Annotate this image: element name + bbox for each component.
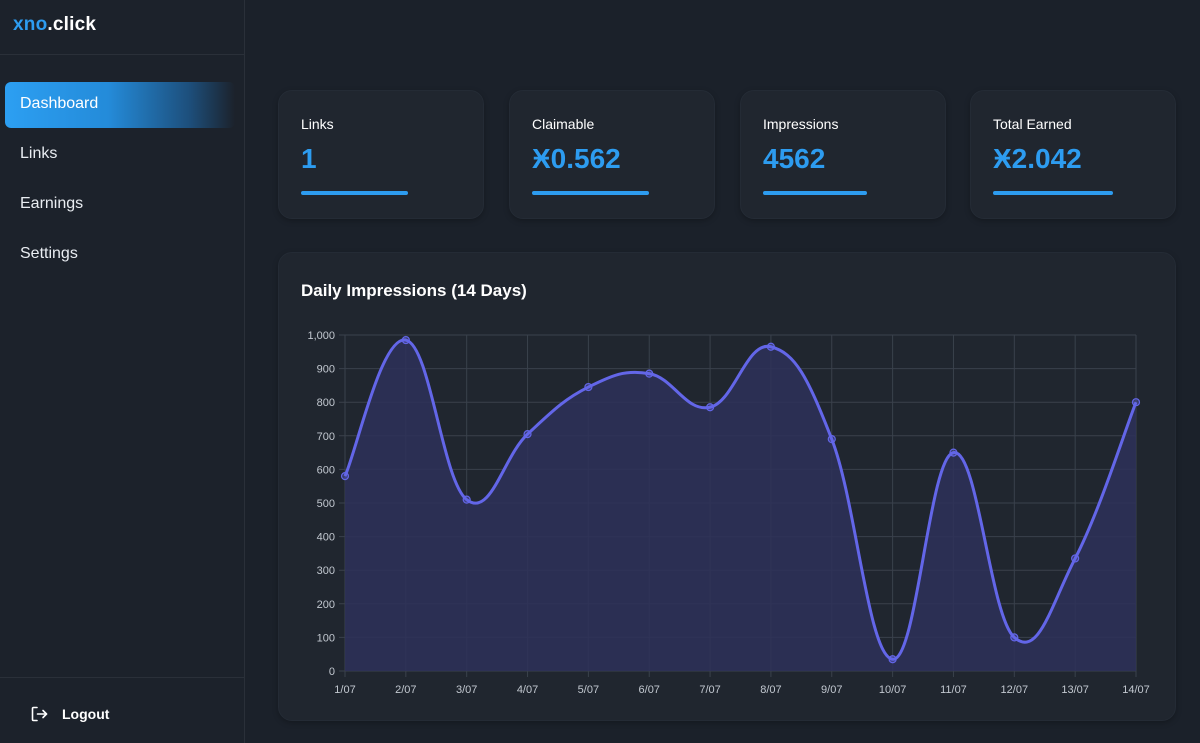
stat-label: Links bbox=[301, 116, 334, 132]
stat-card-total-earned: Total Earned Ӿ2.042 bbox=[970, 90, 1176, 219]
y-tick-label: 0 bbox=[329, 666, 335, 678]
stat-label: Total Earned bbox=[993, 116, 1072, 132]
brand-logo[interactable]: xno.click bbox=[0, 0, 244, 55]
x-tick-label: 6/07 bbox=[639, 684, 660, 696]
x-tick-label: 8/07 bbox=[760, 684, 781, 696]
y-tick-label: 200 bbox=[317, 599, 335, 611]
series-area bbox=[345, 339, 1136, 671]
stat-card-links: Links 1 bbox=[278, 90, 484, 219]
y-tick-label: 100 bbox=[317, 632, 335, 644]
y-tick-label: 500 bbox=[317, 498, 335, 510]
sidebar-item-links[interactable]: Links bbox=[20, 145, 58, 162]
stat-card-claimable: Claimable Ӿ0.562 bbox=[509, 90, 715, 219]
data-point bbox=[401, 335, 410, 345]
x-tick-label: 4/07 bbox=[517, 684, 538, 696]
impressions-chart-card: Daily Impressions (14 Days) 0 100 200 300 40… bbox=[278, 252, 1176, 721]
data-point bbox=[888, 655, 897, 664]
sidebar: xno.click Dashboard Links Earnings Setti… bbox=[0, 0, 245, 743]
stat-bar bbox=[763, 191, 867, 195]
main-content: Links 1 Claimable Ӿ0.562 Impressions 456… bbox=[246, 0, 1200, 743]
stat-bar bbox=[532, 191, 649, 195]
x-tick-label: 13/07 bbox=[1061, 684, 1089, 696]
data-point bbox=[523, 430, 532, 439]
chart-title: Daily Impressions (14 Days) bbox=[301, 281, 527, 300]
stat-label: Impressions bbox=[763, 116, 839, 132]
sidebar-item-dashboard[interactable]: Dashboard bbox=[5, 82, 235, 128]
data-point bbox=[766, 342, 776, 351]
x-tick-label: 11/07 bbox=[940, 684, 967, 696]
data-point bbox=[949, 448, 958, 457]
logout-icon bbox=[31, 706, 48, 722]
x-tick-label: 3/07 bbox=[456, 684, 477, 696]
y-tick-label: 400 bbox=[317, 532, 335, 544]
data-point bbox=[645, 369, 654, 378]
stat-value: Ӿ2.042 bbox=[993, 143, 1082, 174]
sidebar-nav: Dashboard Links Earnings Settings bbox=[0, 55, 244, 278]
data-point bbox=[340, 472, 350, 481]
stat-value: 4562 bbox=[763, 143, 826, 174]
data-point bbox=[1010, 633, 1019, 642]
data-point bbox=[584, 382, 593, 392]
x-tick-label: 1/07 bbox=[334, 684, 355, 696]
y-tick-label: 300 bbox=[317, 565, 335, 577]
brand-rest: .click bbox=[47, 14, 97, 35]
sidebar-footer: Logout bbox=[0, 677, 245, 743]
sidebar-item-earnings[interactable]: Earnings bbox=[20, 195, 84, 212]
sidebar-item-settings[interactable]: Settings bbox=[20, 245, 78, 262]
x-tick-label: 7/07 bbox=[699, 684, 720, 696]
data-point bbox=[827, 435, 836, 444]
stat-label: Claimable bbox=[532, 116, 595, 132]
stat-bar bbox=[993, 191, 1113, 195]
y-tick-label: 800 bbox=[317, 397, 335, 409]
y-tick-label: 900 bbox=[317, 364, 335, 376]
data-point bbox=[1131, 398, 1141, 407]
logout-button[interactable]: Logout bbox=[30, 705, 109, 723]
x-tick-label: 12/07 bbox=[1001, 684, 1029, 696]
data-point bbox=[705, 403, 715, 412]
logout-label: Logout bbox=[62, 706, 110, 722]
x-tick-label: 9/07 bbox=[821, 684, 842, 696]
x-tick-label: 5/07 bbox=[578, 684, 599, 696]
y-tick-label: 600 bbox=[317, 464, 335, 476]
data-point bbox=[1071, 554, 1080, 563]
x-tick-label: 14/07 bbox=[1122, 684, 1150, 696]
y-tick-label: 1,000 bbox=[307, 330, 335, 342]
stat-card-impressions: Impressions 4562 bbox=[740, 90, 946, 219]
impressions-chart: 0 100 200 300 400 500 600 700 800 900 1,000 1/07 2/0… bbox=[307, 330, 1150, 696]
stat-value: 1 bbox=[301, 143, 317, 174]
brand-accent: xno bbox=[13, 14, 48, 35]
stat-value: Ӿ0.562 bbox=[532, 143, 621, 174]
x-tick-label: 10/07 bbox=[879, 684, 907, 696]
data-point bbox=[462, 495, 471, 504]
x-tick-label: 2/07 bbox=[395, 684, 416, 696]
y-tick-label: 700 bbox=[317, 431, 335, 443]
stat-bar bbox=[301, 191, 408, 195]
